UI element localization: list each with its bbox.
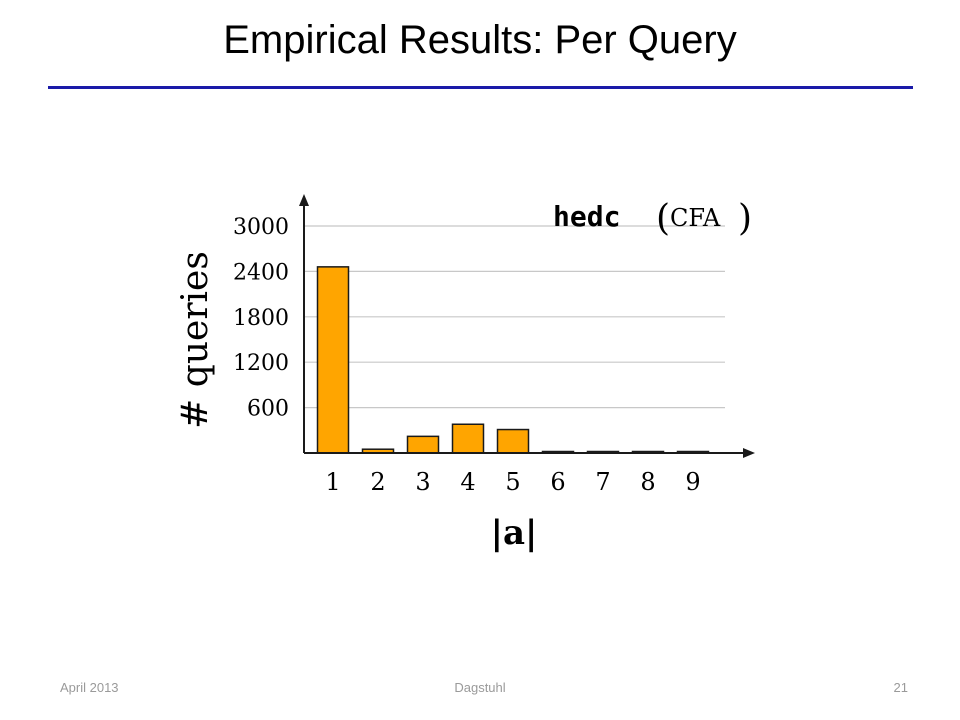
x-tick-label: 8 [640,468,655,496]
grid-lines [304,225,725,409]
footer-page-number: 21 [893,680,908,695]
footer-venue: Dagstuhl [454,680,506,695]
chart-title-paren-open: ( [656,198,670,239]
chart-title-paren-close: ) [738,198,752,239]
x-tick-labels: 1 2 3 4 5 6 7 8 9 [325,468,700,496]
chart-title-name: hedc [553,200,620,233]
y-tick-label: 600 [247,397,289,422]
x-tick-label: 7 [595,468,610,496]
x-axis-arrow [743,448,755,458]
x-tick-label: 6 [550,468,565,496]
slide-title: Empirical Results: Per Query [223,18,737,62]
y-tick-label: 2400 [233,260,289,285]
x-tick-label: 1 [325,468,340,496]
bar-5 [496,428,530,454]
chart-title-qualifier: CFA [670,204,721,232]
bar-3 [406,435,440,454]
x-tick-label: 3 [415,468,430,496]
footer-date: April 2013 [60,680,119,695]
bar-4 [451,423,485,454]
y-tick-label: 1200 [233,351,289,376]
y-tick-label: 3000 [233,215,289,240]
title-rule [48,86,913,89]
y-axis-arrow [299,194,309,206]
y-axis-label: # queries [175,251,216,429]
y-tick-label: 1800 [233,306,289,331]
axes [299,194,755,458]
bar-1 [316,266,350,454]
x-axis-label: |a| [491,513,538,553]
x-tick-label: 2 [370,468,385,496]
y-tick-labels: 600 1200 1800 2400 3000 [233,215,289,422]
bars [316,266,710,454]
x-tick-label: 9 [685,468,700,496]
x-tick-label: 5 [505,468,520,496]
x-tick-label: 4 [460,468,475,496]
